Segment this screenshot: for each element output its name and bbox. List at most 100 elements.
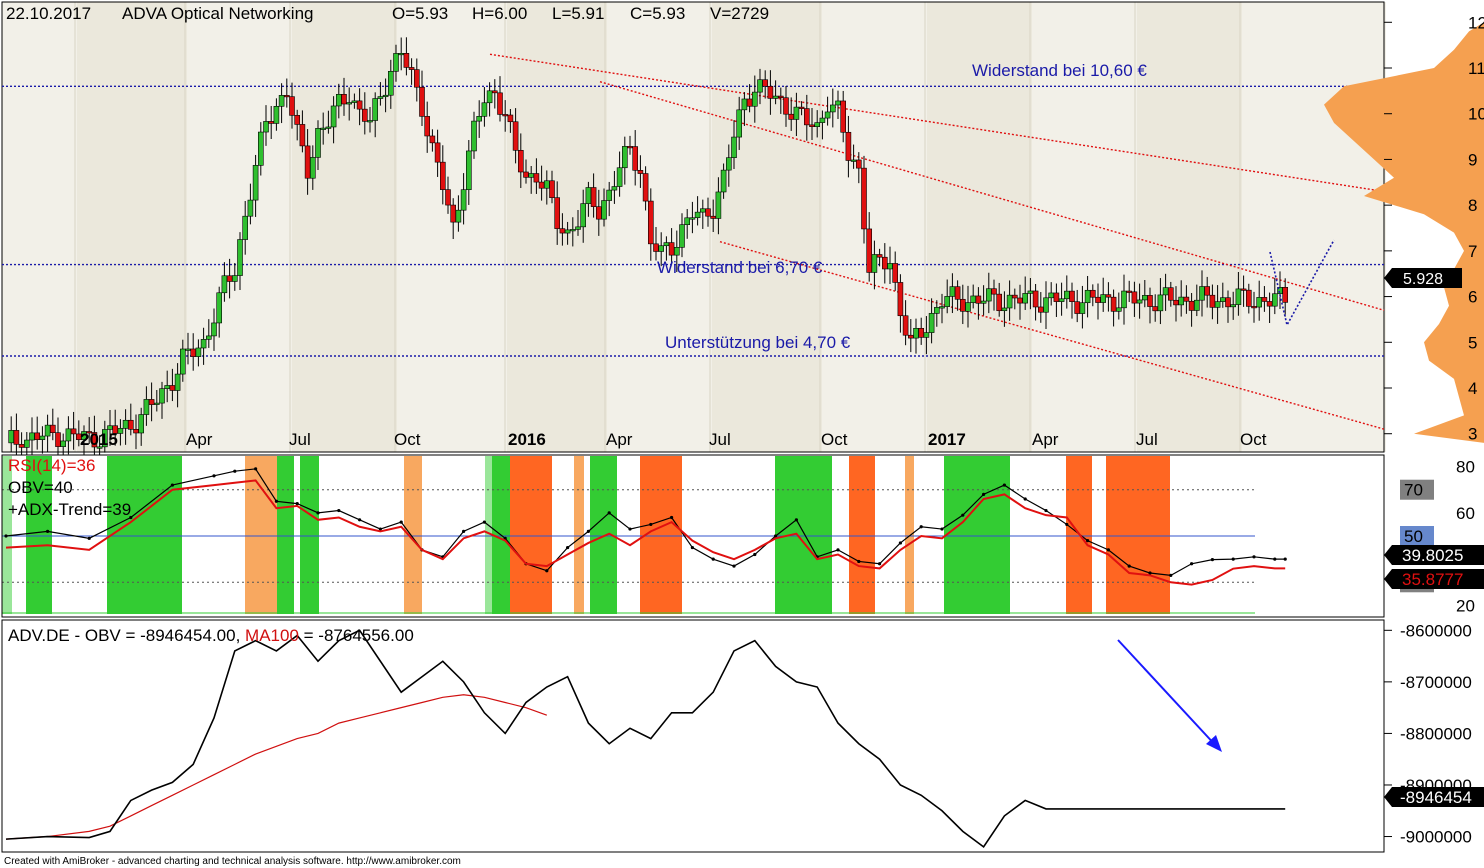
background-band	[292, 2, 397, 452]
rsi-lines	[2, 467, 1287, 614]
rsi-zone	[485, 456, 492, 614]
candle-body	[1053, 292, 1060, 302]
candle-body	[528, 173, 535, 178]
support-label: Unterstützung bei 4,70 €	[665, 333, 851, 352]
time-axis-label: Oct	[821, 430, 848, 449]
candle-body	[710, 215, 717, 219]
candle-body	[819, 117, 826, 123]
candle-body	[731, 136, 737, 158]
candle-body	[512, 121, 519, 151]
obv-oscillator-point	[836, 548, 840, 552]
obv-title-part: ADV.DE - OBV = -8946454.00,	[8, 626, 245, 645]
obv-oscillator-point	[586, 529, 591, 533]
candle-body	[1183, 296, 1190, 302]
obv-oscillator-point	[1086, 539, 1090, 543]
price-tick-label: 9	[1468, 150, 1477, 169]
candle-body	[1105, 294, 1112, 298]
candle-body	[699, 208, 706, 213]
time-axis-label: 2017	[928, 430, 966, 449]
candle-body	[434, 142, 441, 163]
candle-body	[632, 146, 639, 171]
candle-body	[575, 226, 581, 230]
candle-body	[18, 444, 25, 448]
candle-body	[455, 209, 462, 223]
rsi-tick-label: 60	[1456, 504, 1475, 523]
candle-body	[1001, 307, 1008, 312]
obv-last-marker	[1384, 787, 1484, 807]
candle-body	[403, 53, 410, 68]
candle-body	[1058, 298, 1065, 302]
candle-body	[23, 439, 30, 448]
volume-profile-area	[1324, 22, 1484, 443]
candle-body	[621, 146, 628, 169]
candle-body	[679, 224, 685, 248]
obv-oscillator-point	[1106, 548, 1110, 552]
candle-body	[1168, 287, 1174, 301]
obv-oscillator-point	[212, 474, 216, 478]
candle-body	[767, 85, 774, 99]
candle-body	[1246, 289, 1252, 307]
time-axis-label: Oct	[394, 430, 421, 449]
obv-oscillator-point	[1044, 508, 1048, 513]
candle-body	[372, 98, 379, 121]
candle-body	[777, 95, 784, 99]
candle-body	[1064, 290, 1070, 300]
obv-oscillator-point	[961, 513, 965, 517]
last-price-marker: 5.928	[1384, 268, 1462, 288]
obv-line	[5, 629, 1286, 848]
obv-tick-label: -8800000	[1400, 724, 1472, 743]
obv-oscillator-point	[940, 527, 944, 531]
candle-body	[517, 150, 524, 173]
candle-body	[128, 419, 134, 430]
obv-oscillator-point	[1065, 522, 1069, 527]
candle-body	[309, 157, 316, 179]
candle-body	[1266, 301, 1273, 307]
candle-body	[970, 295, 977, 303]
obv-oscillator-point	[878, 562, 882, 566]
candle-body	[1100, 294, 1106, 303]
candle-body	[1256, 297, 1262, 308]
candle-body	[65, 428, 72, 442]
channel-line	[719, 241, 1385, 430]
candle-body	[1142, 295, 1148, 301]
candle-body	[1225, 297, 1231, 308]
candle-body	[393, 53, 399, 72]
candle-body	[751, 91, 758, 107]
candle-body	[1162, 287, 1169, 296]
obv-oscillator-point	[316, 511, 320, 515]
candle-body	[1084, 289, 1091, 304]
candle-body	[502, 114, 509, 117]
background-band	[712, 2, 822, 452]
candle-body	[918, 327, 925, 338]
candle-body	[1032, 290, 1039, 308]
background-band	[822, 2, 927, 452]
candle-body	[980, 300, 987, 304]
time-axis-label: 2015	[80, 430, 118, 449]
header-high: H=6.00	[472, 4, 527, 23]
candle-body	[627, 146, 633, 149]
rsi-zone	[1106, 456, 1170, 614]
candle-body	[164, 385, 170, 389]
volume-profile	[1324, 22, 1484, 443]
candle-body	[933, 307, 940, 314]
downtrend-arrow	[1117, 639, 1219, 749]
candle-body	[850, 159, 857, 162]
candle-body	[122, 419, 129, 429]
candle-body	[1251, 306, 1257, 309]
candle-body	[325, 126, 332, 129]
obv-title: ADV.DE - OBV = -8946454.00, MA100 = -876…	[8, 626, 414, 645]
candle-body	[1178, 296, 1184, 306]
obv-oscillator-point	[87, 536, 91, 540]
candle-body	[835, 100, 841, 106]
candle-body	[1006, 294, 1013, 309]
candle-body	[928, 313, 935, 333]
candle-body	[1272, 293, 1278, 307]
rsi-zone	[510, 456, 552, 614]
candle-body	[206, 335, 212, 340]
candle-body	[70, 428, 77, 435]
obv-oscillator-point	[1231, 557, 1235, 561]
price-panel	[1, 1, 1385, 453]
candle-body	[720, 169, 727, 193]
background-band	[1137, 2, 1242, 452]
